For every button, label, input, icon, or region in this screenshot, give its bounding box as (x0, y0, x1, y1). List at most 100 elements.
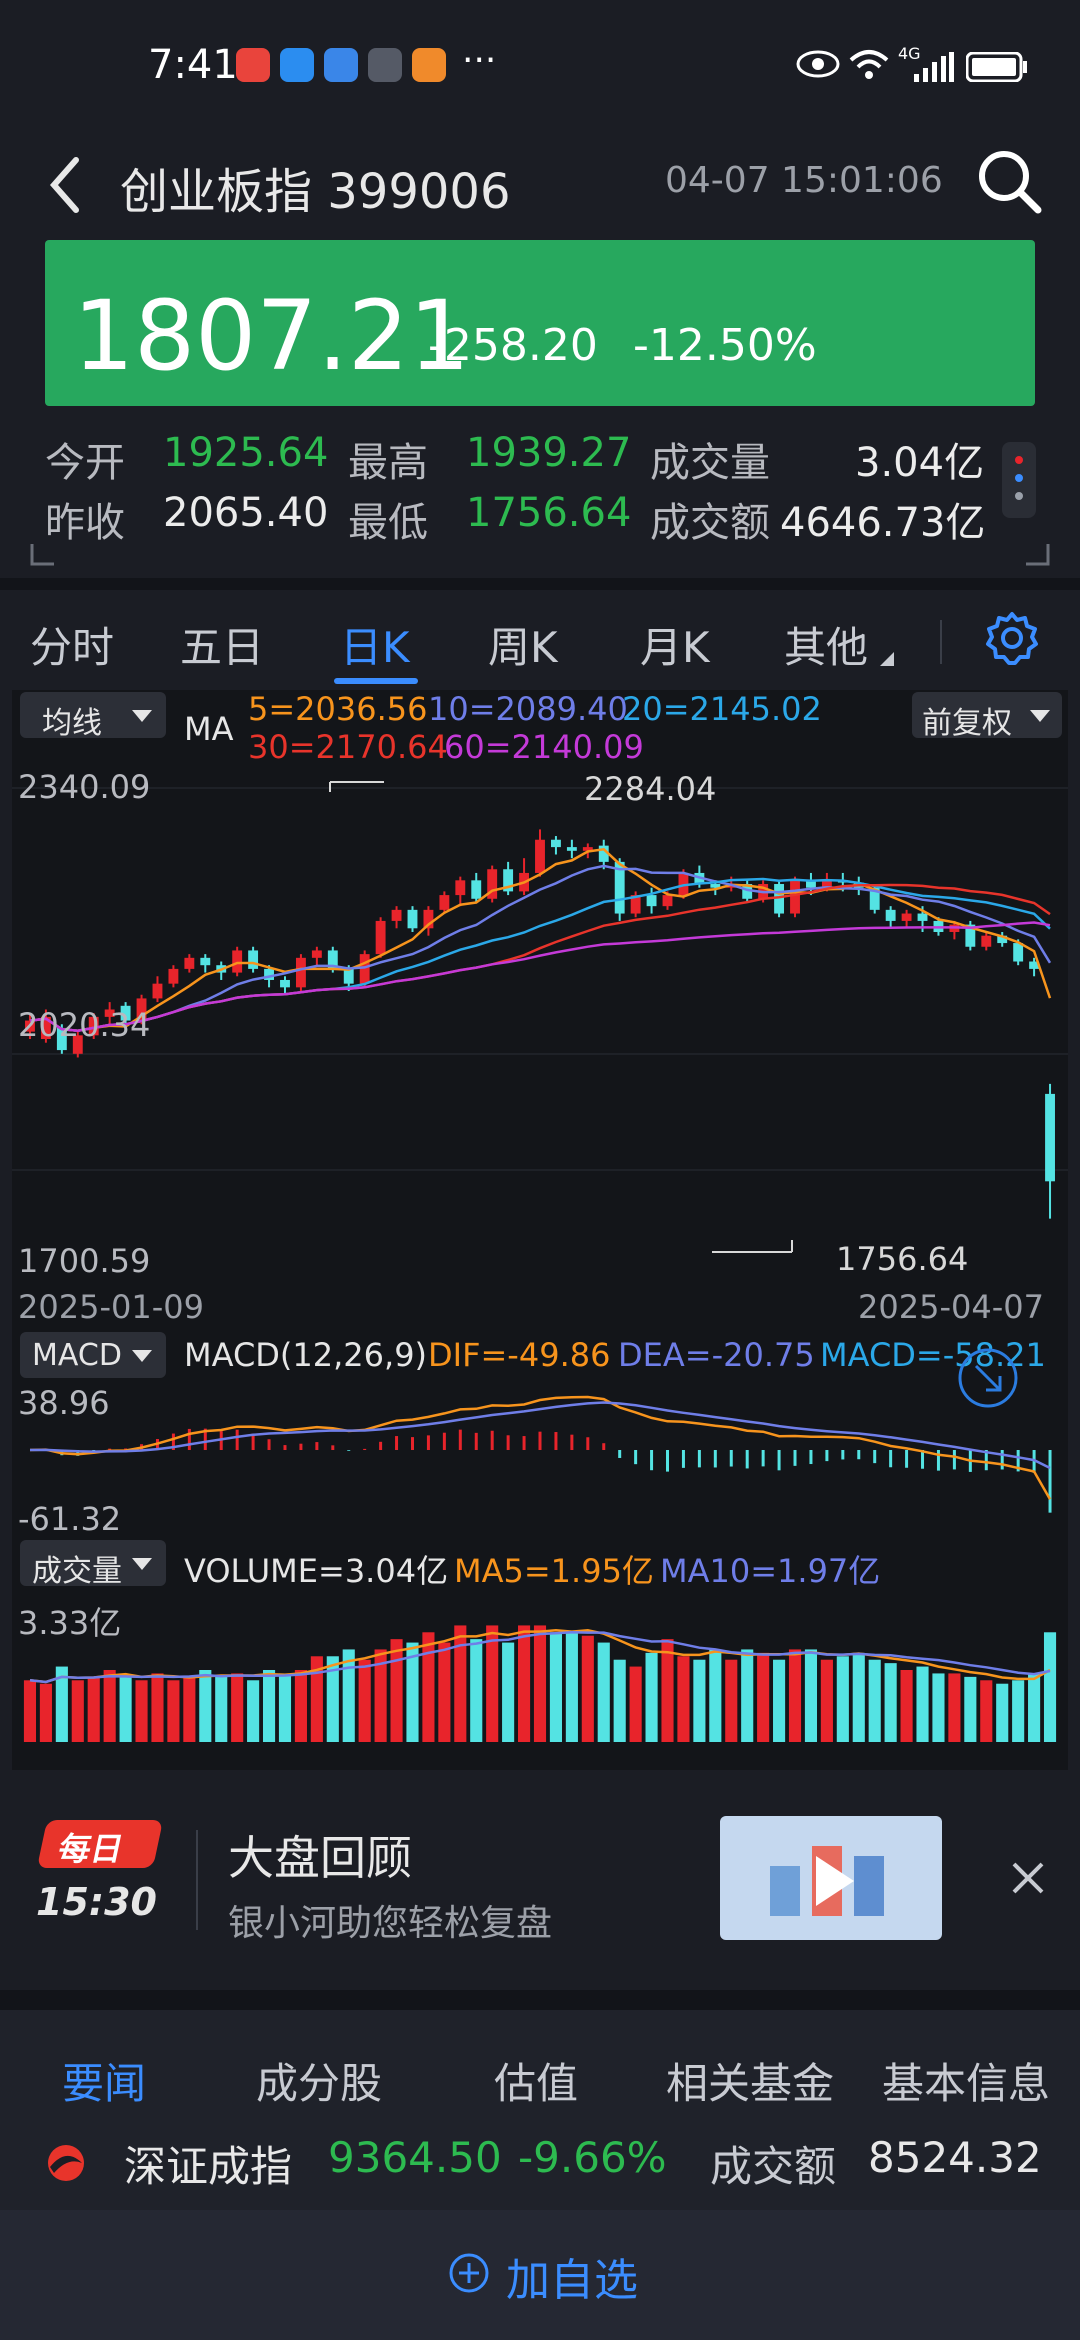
volume-bar (677, 1656, 690, 1742)
tab-valuation[interactable]: 估值 (494, 2059, 579, 2108)
ma60-value: 60=2140.09 (444, 728, 644, 766)
volume-bar (231, 1673, 244, 1742)
adjust-selector[interactable]: 前复权 (912, 692, 1062, 741)
daily-review-card[interactable]: 每日 15:30 大盘回顾 银小河助您轻松复盘 (0, 1770, 1080, 1990)
volume-bar (788, 1649, 802, 1742)
volume-bar (820, 1659, 833, 1742)
candlestick-chart[interactable] (12, 740, 1068, 1280)
ma-selector[interactable]: 均线 (20, 692, 166, 741)
candle-body (343, 968, 354, 984)
tab-five-day[interactable]: 五日 (180, 623, 265, 672)
battery-icon (966, 52, 1027, 82)
volume-bar (374, 1649, 387, 1742)
volume-bar (71, 1680, 84, 1742)
candle-body (566, 847, 577, 851)
close-icon[interactable] (1010, 1860, 1046, 1896)
candle-body (439, 895, 450, 910)
volume-bar (55, 1666, 68, 1742)
candle-body (806, 880, 816, 888)
more-stats-button[interactable] (1002, 442, 1036, 518)
candle-body (311, 950, 322, 958)
volume-bar (262, 1670, 276, 1742)
tab-daily-k[interactable]: 日K (340, 623, 410, 672)
y-axis-top-label: 2340.09 (18, 768, 151, 806)
candle-body (152, 983, 163, 999)
browser-icon (324, 48, 358, 82)
macd-value: MACD=-58.21 (820, 1336, 1046, 1374)
candle-body (630, 895, 641, 914)
volume-bar (916, 1666, 929, 1742)
dea-line (29, 1401, 1051, 1470)
volume-bar (868, 1659, 881, 1742)
ma5-value: 5=2036.56 (248, 690, 428, 728)
tab-news[interactable]: 要闻 (62, 2059, 147, 2108)
volume-ma10-line (29, 1631, 1051, 1684)
tab-weekly-k[interactable]: 周K (488, 623, 558, 672)
volume-bar (565, 1632, 578, 1742)
volume-bar (804, 1649, 818, 1742)
volume-bar (836, 1656, 849, 1742)
candle-body (359, 954, 370, 984)
y-axis-mid-label: 2020.34 (18, 1006, 151, 1044)
eye-icon (796, 50, 840, 78)
volume-bar (597, 1642, 610, 1742)
candle-body (662, 895, 673, 907)
open-label: 今开 (45, 440, 125, 486)
macd-chart[interactable] (12, 1380, 1068, 1530)
promo-video-thumbnail[interactable] (720, 1816, 942, 1940)
volume-bar (326, 1656, 339, 1742)
volume-bar (629, 1666, 642, 1742)
tab-constituents[interactable]: 成分股 (256, 2059, 383, 2108)
volume-bar (581, 1635, 594, 1742)
signal-icon (914, 52, 954, 82)
promo-divider (196, 1830, 198, 1930)
volume-bar (390, 1639, 403, 1742)
daily-badge: 每日 (36, 1820, 164, 1868)
back-arrow-icon[interactable] (40, 150, 100, 220)
search-icon[interactable] (972, 144, 1044, 216)
candle-body (774, 884, 785, 914)
tab-intraday[interactable]: 分时 (30, 623, 115, 672)
volume-bar (645, 1652, 658, 1742)
price-banner: 1807.21 -258.20 -12.50% (45, 240, 1035, 406)
volume-bar (422, 1632, 435, 1742)
dif-line (29, 1395, 1052, 1500)
candle-body (869, 887, 880, 910)
volume-selector[interactable]: 成交量 (20, 1540, 166, 1589)
dropdown-triangle-icon (880, 652, 894, 666)
chevron-down-icon (1030, 710, 1050, 722)
add-to-watchlist-button[interactable]: 加自选 (448, 2244, 648, 2306)
volume-bar (215, 1676, 228, 1742)
macd-selector[interactable]: MACD (20, 1332, 166, 1378)
daily-badge-time: 15:30 (36, 1880, 157, 1924)
candle-body (200, 957, 211, 966)
ma10-line (29, 864, 1052, 1032)
wifi-icon (849, 50, 889, 79)
candle-body (295, 957, 306, 988)
tab-basic-info[interactable]: 基本信息 (882, 2059, 1051, 2108)
more-notifications-icon: ··· (462, 40, 497, 81)
ma-selector-label: 均线 (42, 706, 102, 741)
macd-y-top: 38.96 (18, 1384, 110, 1422)
tab-monthly-k[interactable]: 月K (640, 623, 710, 672)
high-label: 最高 (348, 440, 428, 486)
tab-other[interactable]: 其他 (784, 623, 869, 672)
huawei-app-icon (236, 48, 270, 82)
tab-related-funds[interactable]: 相关基金 (666, 2059, 835, 2108)
volume-bar (518, 1625, 531, 1742)
expand-corner-marks[interactable] (30, 540, 1050, 568)
candle-body (391, 909, 402, 921)
fullscreen-toggle-icon[interactable] (956, 1346, 1020, 1410)
volume-bar (693, 1659, 706, 1742)
candle-body (25, 1020, 35, 1032)
volume-bar (454, 1625, 467, 1742)
ticker-change-pct: -9.66% (518, 2133, 667, 2182)
play-icon (816, 1856, 854, 1906)
volume-chart[interactable] (12, 1590, 1068, 1742)
ticker-name: 深证成指 (124, 2142, 293, 2191)
volume-bar (310, 1656, 323, 1742)
related-index-ticker[interactable]: 深证成指 9364.50 -9.66% 成交额 8524.32 (0, 2115, 1080, 2210)
macd-dif: DIF=-49.86 (428, 1336, 611, 1374)
settings-gear-icon[interactable] (984, 610, 1040, 666)
candle-body (1013, 943, 1024, 962)
